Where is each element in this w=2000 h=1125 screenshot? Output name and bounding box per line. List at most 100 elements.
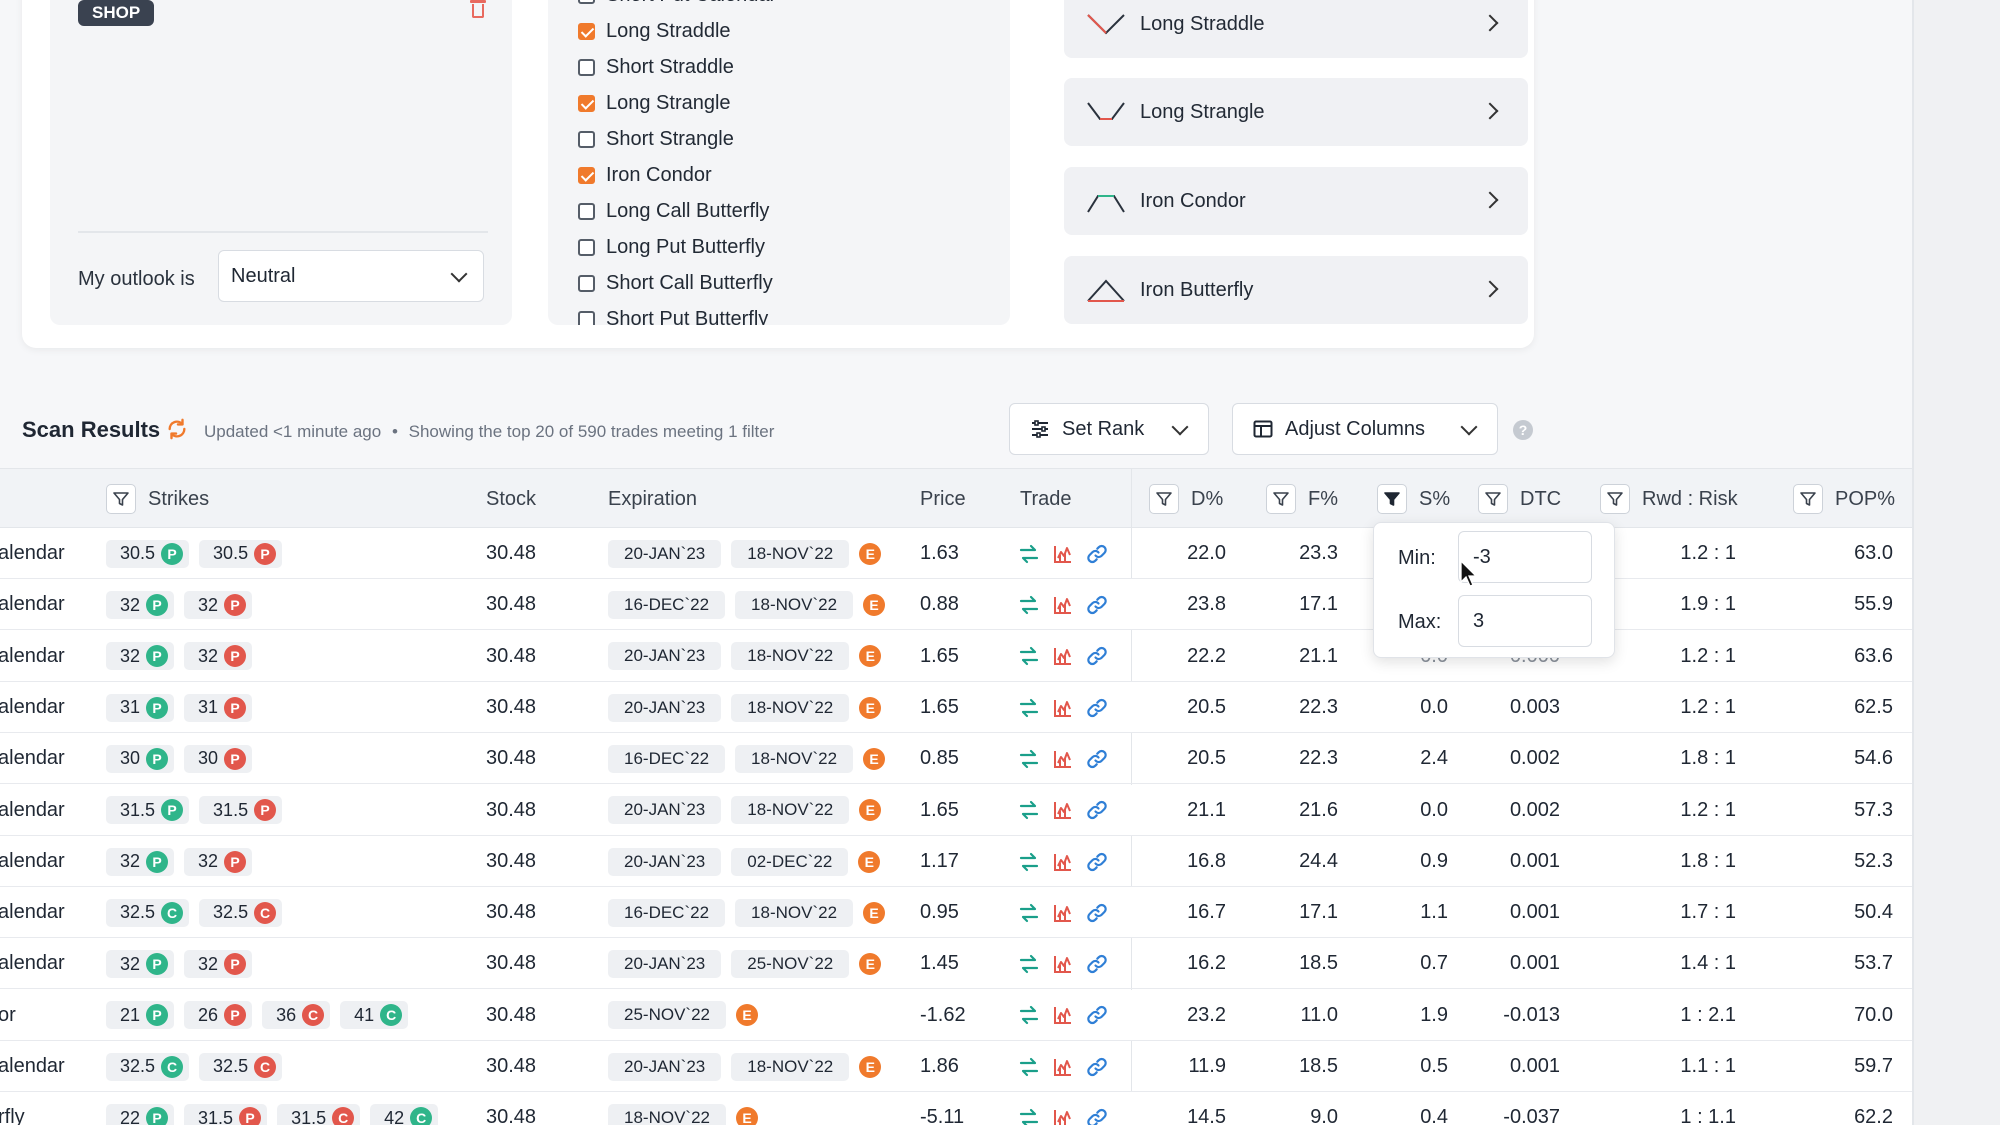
chart-icon[interactable] [1052,697,1074,719]
table-row[interactable]: alendar 31 P 31 P 30.48 20-JAN`23 18-NOV`22 E 1.6… [0,681,1912,733]
table-row[interactable]: rfly 22 P 31.5 P 31.5 C 42 C 30.48 18-NOV`22 E -5.11… [0,1092,1912,1125]
refresh-icon[interactable] [166,418,188,440]
trash-icon[interactable] [470,0,486,18]
header-expiration[interactable]: Expiration [608,487,697,510]
strategy-checkbox-item[interactable]: Long Put Butterfly [578,229,765,265]
swap-icon[interactable] [1018,953,1040,975]
option-type-badge: P [146,1004,169,1027]
chart-icon[interactable] [1052,902,1074,924]
strategy-card[interactable]: Iron Condor [1064,167,1528,235]
chart-icon[interactable] [1052,1004,1074,1026]
swap-icon[interactable] [1018,1004,1040,1026]
strategy-checkbox-item[interactable]: Short Strangle [578,121,734,157]
strategy-card[interactable]: Iron Butterfly [1064,256,1528,324]
filter-icon[interactable] [1266,484,1296,514]
checkbox-icon[interactable] [578,58,595,76]
min-input[interactable]: -3 [1458,531,1592,583]
strategy-checkbox-item[interactable]: Long Call Butterfly [578,193,769,229]
table-row[interactable]: alendar 32 P 32 P 30.48 20-JAN`23 25-NOV`22 E 1.4… [0,938,1912,990]
link-icon[interactable] [1086,953,1108,975]
table-row[interactable]: alendar 32 P 32 P 30.48 20-JAN`23 18-NOV`22 E 1.6… [0,631,1912,682]
strategy-checkbox-label: Long Call Butterfly [606,199,770,222]
swap-icon[interactable] [1018,697,1040,719]
strategy-card[interactable]: Long Strangle [1064,78,1528,146]
adjust-columns-button[interactable]: Adjust Columns [1232,403,1498,455]
help-icon[interactable]: ? [1513,420,1533,440]
expiration-chip: 25-NOV`22 [731,950,850,979]
checkbox-icon[interactable] [578,130,595,148]
filter-icon[interactable] [1149,484,1179,514]
swap-icon[interactable] [1018,748,1040,770]
chart-icon[interactable] [1052,1107,1074,1125]
set-rank-button[interactable]: Set Rank [1009,403,1209,455]
table-row[interactable]: alendar 30.5 P 30.5 P 30.48 20-JAN`23 18-NOV`22… [0,528,1912,579]
link-icon[interactable] [1086,1004,1108,1026]
filter-active-icon[interactable] [1377,484,1407,514]
table-row[interactable]: alendar 30 P 30 P 30.48 16-DEC`22 18-NOV`22 E 0.8… [0,733,1912,785]
swap-icon[interactable] [1018,645,1040,667]
link-icon[interactable] [1086,799,1108,821]
strategy-checkbox-item[interactable]: Short Put Calendar [578,0,776,13]
link-icon[interactable] [1086,851,1108,873]
link-icon[interactable] [1086,543,1108,565]
swap-icon[interactable] [1018,902,1040,924]
link-icon[interactable] [1086,1056,1108,1078]
filter-icon[interactable] [1478,484,1508,514]
outlook-select[interactable]: Neutral [218,250,484,302]
table-row[interactable]: alendar 32 P 32 P 30.48 16-DEC`22 18-NOV`22 E 0.8… [0,579,1912,631]
table-row[interactable]: or 21 P 26 P 36 C 41 C 30.48 25-NOV`22 E -1.62 23.2 11… [0,989,1912,1041]
link-icon[interactable] [1086,748,1108,770]
strategy-checkbox-item[interactable]: Short Call Butterfly [578,265,773,301]
checkbox-checked-icon[interactable] [578,22,595,40]
strategy-checkbox-item[interactable]: Long Strangle [578,85,731,121]
table-row[interactable]: alendar 32.5 C 32.5 C 30.48 20-JAN`23 18-NOV`22… [0,1041,1912,1092]
table-row[interactable]: alendar 32.5 C 32.5 C 30.48 16-DEC`22 18-NOV`22… [0,887,1912,939]
strategy-checkbox-item[interactable]: Short Straddle [578,49,734,85]
chart-icon[interactable] [1052,953,1074,975]
chart-icon[interactable] [1052,543,1074,565]
max-input[interactable]: 3 [1458,595,1592,647]
strategy-checkbox-item[interactable]: Short Put Butterfly [578,301,768,325]
strategy-card[interactable]: Long Straddle [1064,0,1528,58]
ticker-tag[interactable]: SHOP [78,0,155,26]
header-stock[interactable]: Stock [486,487,537,510]
swap-icon[interactable] [1018,594,1040,616]
chart-icon[interactable] [1052,645,1074,667]
checkbox-icon[interactable] [578,238,595,256]
table-row[interactable]: alendar 32 P 32 P 30.48 20-JAN`23 02-DEC`22 E 1.1… [0,836,1912,887]
scroll-gutter [1912,0,2000,1125]
link-icon[interactable] [1086,645,1108,667]
checkbox-checked-icon[interactable] [578,166,595,184]
filter-icon[interactable] [106,484,136,514]
chart-icon[interactable] [1052,594,1074,616]
link-icon[interactable] [1086,902,1108,924]
d-cell: 22.2 [1187,644,1226,667]
swap-icon[interactable] [1018,543,1040,565]
link-icon[interactable] [1086,1107,1108,1125]
checkbox-checked-icon[interactable] [578,94,595,112]
filter-icon[interactable] [1793,484,1823,514]
swap-icon[interactable] [1018,799,1040,821]
chart-icon[interactable] [1052,799,1074,821]
link-icon[interactable] [1086,697,1108,719]
f-cell: 22.3 [1299,695,1338,718]
chart-icon[interactable] [1052,1056,1074,1078]
strategy-checkbox-label: Long Strangle [606,91,731,114]
d-cell: 16.2 [1187,952,1226,975]
swap-icon[interactable] [1018,851,1040,873]
swap-icon[interactable] [1018,1056,1040,1078]
chart-icon[interactable] [1052,748,1074,770]
strategy-checkbox-item[interactable]: Iron Condor [578,157,712,193]
filter-icon[interactable] [1600,484,1630,514]
checkbox-icon[interactable] [578,202,595,220]
trade-actions-cell [1018,990,1108,1041]
checkbox-icon[interactable] [578,0,595,4]
link-icon[interactable] [1086,594,1108,616]
chart-icon[interactable] [1052,851,1074,873]
checkbox-icon[interactable] [578,310,595,325]
checkbox-icon[interactable] [578,274,595,292]
table-row[interactable]: alendar 31.5 P 31.5 P 30.48 20-JAN`23 18-NOV`22… [0,784,1912,836]
header-price[interactable]: Price [920,487,966,510]
strategy-checkbox-item[interactable]: Long Straddle [578,13,731,49]
swap-icon[interactable] [1018,1107,1040,1125]
